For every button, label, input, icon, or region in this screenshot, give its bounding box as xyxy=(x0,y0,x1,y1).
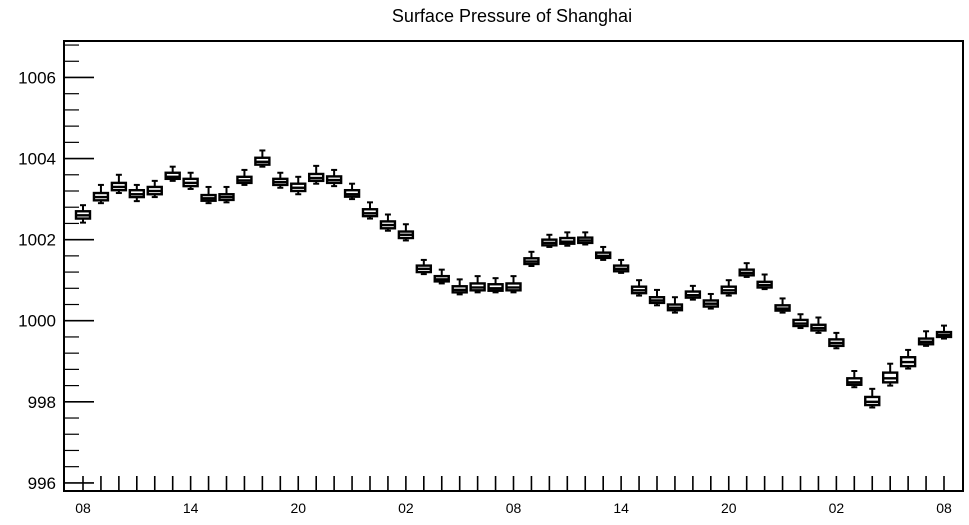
box-item xyxy=(648,288,666,307)
x-tick-label: 14 xyxy=(613,500,629,516)
x-tick-label: 08 xyxy=(936,500,952,516)
box-item xyxy=(541,233,558,248)
y-tick-label: 998 xyxy=(28,393,56,412)
box-item xyxy=(828,331,845,350)
box-item xyxy=(325,168,343,188)
box-item xyxy=(720,279,737,297)
box-item xyxy=(702,292,720,310)
box-item xyxy=(164,165,181,182)
box-item xyxy=(738,262,755,278)
box-item xyxy=(666,296,684,314)
x-tick-label: 08 xyxy=(75,500,91,516)
box-item xyxy=(810,316,827,334)
box-item xyxy=(343,182,361,201)
box-item xyxy=(612,258,630,274)
box-item xyxy=(254,149,271,168)
box-item xyxy=(182,171,199,190)
box-item xyxy=(864,387,881,409)
box-item xyxy=(577,231,594,246)
y-axis: 996 998 1000 1002 1004 1006 xyxy=(18,44,94,493)
x-tick-label: 14 xyxy=(183,500,199,516)
box-item xyxy=(92,183,110,205)
box-item xyxy=(110,173,128,195)
box-item xyxy=(684,284,702,301)
y-tick-label: 1000 xyxy=(18,312,56,331)
box-item xyxy=(397,223,415,242)
y-tick-label: 996 xyxy=(28,474,56,493)
x-tick-label: 20 xyxy=(721,500,737,516)
box-item xyxy=(218,185,235,204)
box-item xyxy=(756,273,773,291)
x-tick-label: 08 xyxy=(506,500,522,516)
box-item xyxy=(630,279,648,297)
box-item xyxy=(200,185,217,205)
box-item xyxy=(379,213,397,232)
box-item xyxy=(451,278,468,296)
x-tick-label: 02 xyxy=(829,500,845,516)
box-item xyxy=(307,164,325,185)
box-item xyxy=(290,175,307,196)
box-item xyxy=(146,179,163,199)
box-item xyxy=(594,245,612,261)
box-item xyxy=(128,183,146,203)
chart-title: Surface Pressure of Shanghai xyxy=(392,6,632,26)
box-item xyxy=(415,258,433,276)
box-item xyxy=(846,370,863,389)
box-item xyxy=(792,313,809,330)
x-tick-label: 02 xyxy=(398,500,414,516)
box-item xyxy=(881,362,899,387)
box-item xyxy=(505,275,522,294)
y-tick-label: 1002 xyxy=(18,231,56,250)
box-item xyxy=(433,268,450,285)
box-item xyxy=(487,277,504,294)
y-tick-label: 1006 xyxy=(18,68,56,87)
y-tick-label: 1004 xyxy=(18,150,56,169)
box-item xyxy=(917,330,935,347)
box-series xyxy=(74,149,953,409)
box-item xyxy=(935,324,953,340)
box-item xyxy=(272,171,289,189)
box-item xyxy=(559,231,576,247)
x-axis: 08 14 20 02 08 14 20 02 08 xyxy=(75,476,952,516)
box-item xyxy=(899,348,917,370)
box-item xyxy=(361,201,379,220)
box-item xyxy=(523,250,540,267)
x-tick-label: 20 xyxy=(290,500,306,516)
box-item xyxy=(236,168,253,186)
box-item xyxy=(774,297,791,314)
box-item xyxy=(469,275,486,294)
box-item xyxy=(74,204,92,224)
